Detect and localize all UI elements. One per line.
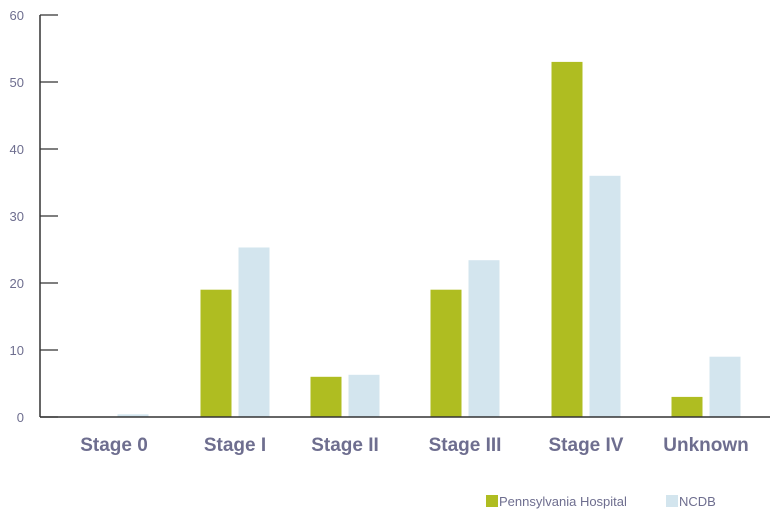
legend: Pennsylvania Hospital NCDB: [486, 494, 716, 509]
bar-ncdb-unknown: [709, 356, 741, 417]
legend-label: Pennsylvania Hospital: [499, 494, 627, 509]
bar-pennsylvania-hospital-stage-i: [200, 289, 232, 417]
legend-swatch: [666, 495, 678, 507]
bar-pennsylvania-hospital-stage-ii: [310, 376, 342, 417]
bar-pennsylvania-hospital-unknown: [671, 396, 703, 417]
legend-label: NCDB: [679, 494, 716, 509]
bar-ncdb-stage-0: [117, 414, 149, 417]
bar-ncdb-stage-i: [238, 247, 270, 417]
y-tick-label: 40: [10, 142, 24, 157]
legend-swatch: [486, 495, 498, 507]
bar-ncdb-stage-iv: [589, 175, 621, 417]
y-tick-label: 30: [10, 209, 24, 224]
x-tick-label: Unknown: [663, 435, 749, 456]
x-axis-labels: Stage 0 Stage I Stage II Stage III Stage IV U…: [80, 435, 749, 456]
y-tick-label: 60: [10, 8, 24, 23]
x-tick-label: Stage 0: [80, 435, 148, 456]
x-tick-label: Stage IV: [549, 435, 624, 456]
bar-ncdb-stage-ii: [348, 374, 380, 417]
bar-ncdb-stage-iii: [468, 260, 500, 417]
y-axis-ticks: 0 10 20 30 40 50 60: [10, 8, 58, 425]
y-tick-label: 50: [10, 75, 24, 90]
bar-pennsylvania-hospital-stage-iv: [551, 61, 583, 418]
y-tick-label: 10: [10, 343, 24, 358]
bars: [117, 61, 741, 418]
x-tick-label: Stage III: [429, 435, 502, 456]
y-tick-label: 0: [17, 410, 24, 425]
y-tick-label: 20: [10, 276, 24, 291]
x-tick-label: Stage I: [204, 435, 266, 456]
bar-pennsylvania-hospital-stage-iii: [430, 289, 462, 417]
x-tick-label: Stage II: [311, 435, 379, 456]
